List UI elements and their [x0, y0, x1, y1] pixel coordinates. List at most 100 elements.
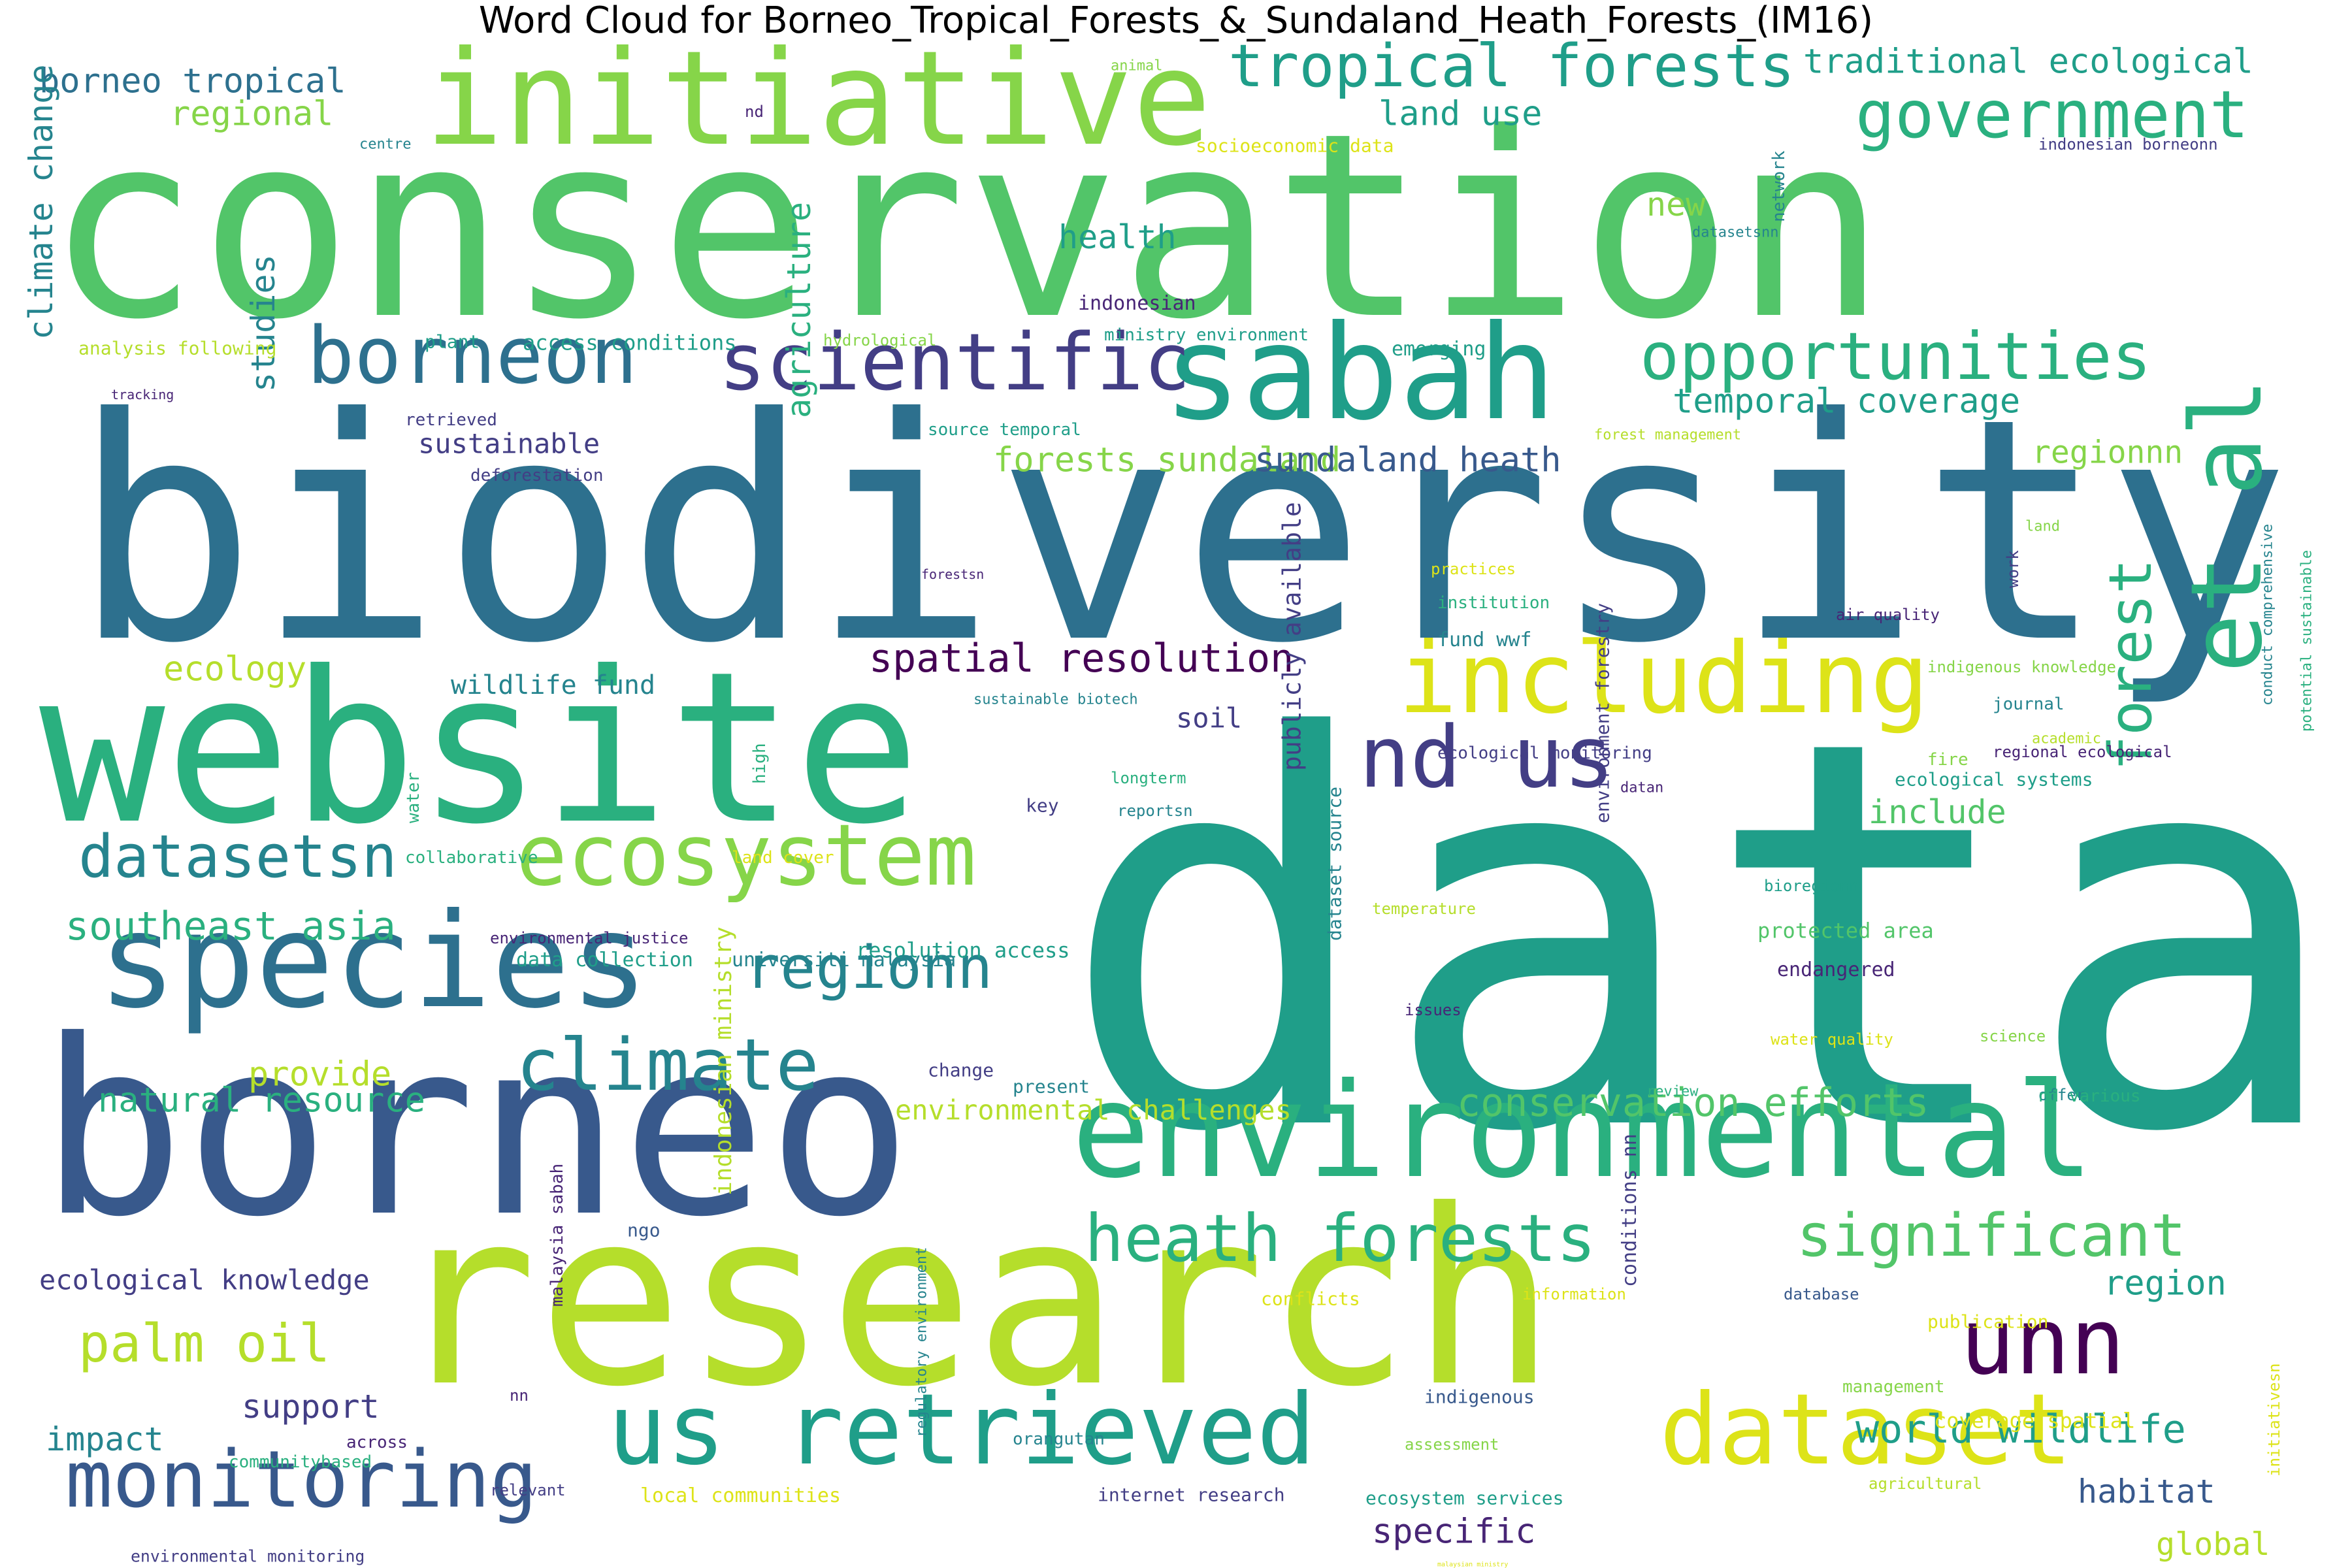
word-nn: nn: [510, 1386, 529, 1405]
word-include: include: [1869, 793, 2006, 831]
word-climate-change: climate change: [22, 65, 60, 340]
word-indonesian: indonesian: [1078, 292, 1196, 315]
word-wildlife-fund: wildlife fund: [451, 670, 655, 700]
word-management: management: [1842, 1377, 1945, 1397]
word-high: high: [750, 743, 770, 784]
word-network: network: [1769, 150, 1789, 222]
word-longterm: longterm: [1111, 769, 1186, 787]
word-natural-resource: natural resource: [98, 1081, 425, 1120]
word-habitat: habitat: [2078, 1473, 2215, 1511]
word-research: research: [392, 1159, 1556, 1440]
word-new: new: [1646, 186, 1706, 223]
word-journal: journal: [1993, 694, 2065, 714]
word-ecological-knowledge: ecological knowledge: [39, 1264, 370, 1296]
word-nd: nd: [745, 103, 764, 121]
word-indonesian-ministry: indonesian ministry: [710, 926, 737, 1196]
word-water: water: [404, 772, 423, 823]
word-across: across: [346, 1433, 408, 1452]
word-borneo: borneo: [39, 989, 913, 1270]
word-heath-forests: heath forests: [1085, 1200, 1596, 1277]
word-opportunities: opportunities: [1640, 318, 2151, 395]
word-regionn: regionn: [745, 934, 992, 1002]
word-data: data: [1058, 627, 2345, 1249]
word-environmental-monitoring: environmental monitoring: [131, 1547, 365, 1566]
word-health: health: [1058, 218, 1177, 256]
word-scientific: scientific: [719, 318, 1190, 408]
word-world-wildlife: world wildlife: [1855, 1407, 2186, 1452]
word-conduct-comprehensive: conduct comprehensive: [2260, 524, 2276, 706]
word-sundaland-heath: sundaland heath: [1254, 441, 1561, 480]
word-ecological-systems: ecological systems: [1895, 768, 2093, 790]
word-agriculture: agriculture: [780, 202, 818, 418]
word-bioregionn: bioregionn: [1764, 877, 1859, 895]
word-regionnn: regionnn: [2032, 434, 2183, 470]
word-publication: publication: [1927, 1311, 2048, 1332]
word-nd-various: nd various: [2038, 1086, 2141, 1106]
word-fire: fire: [1927, 750, 1968, 770]
word-borneon: borneon: [307, 311, 638, 402]
word-species: species: [98, 885, 649, 1037]
word-database: database: [1784, 1285, 1859, 1303]
word-biodiversity: biodiversity: [72, 353, 2291, 710]
word-communitybased: communitybased: [229, 1452, 372, 1472]
word-agricultural: agricultural: [1869, 1475, 1982, 1493]
word-dataset-source: dataset source: [1324, 787, 1345, 941]
word-hydrological: hydrological: [823, 331, 936, 350]
word-endangered: endangered: [1777, 958, 1895, 981]
word-tropical-forests: tropical forests: [1228, 32, 1795, 101]
word-unn: unn: [1960, 1289, 2125, 1396]
word-resolution-access: resolution access: [856, 938, 1070, 963]
word-forest-management: forest management: [1594, 427, 1741, 444]
word-science: science: [1980, 1027, 2046, 1045]
figure-title: Word Cloud for Borneo_Tropical_Forests_&…: [478, 0, 1874, 42]
word-ecosystem: ecosystem: [516, 806, 976, 905]
word-forestsn: forestsn: [921, 566, 984, 582]
word-practices: practices: [1431, 560, 1516, 578]
word-studies: studies: [244, 254, 282, 392]
word-conservation-efforts: conservation efforts: [1457, 1080, 1929, 1126]
word-analysis-following: analysis following: [78, 337, 276, 359]
word-assessment: assessment: [1405, 1435, 1499, 1454]
word-coverage-spatial: coverage spatial: [1934, 1409, 2135, 1433]
word-provide: provide: [248, 1055, 391, 1094]
word-land: land: [2025, 519, 2060, 535]
word-local-communities: local communities: [640, 1484, 841, 1507]
word-emerging: emerging: [1392, 338, 1486, 361]
word-land-use: land use: [1379, 95, 1542, 134]
word-present: present: [1013, 1075, 1090, 1097]
word-collaborative: collaborative: [405, 848, 538, 868]
word-environmental: environmental: [1071, 1055, 2094, 1207]
word-potential-sustainable: potential sustainable: [2299, 550, 2315, 732]
word-animal: animal: [1111, 58, 1162, 74]
word-nd-us: nd us: [1359, 708, 1614, 807]
word-southeast-asia: southeast asia: [65, 904, 396, 949]
word-dataset: dataset: [1659, 1373, 2072, 1487]
word-data-collection: data collection: [516, 949, 693, 972]
word-traditional-ecological: traditional ecological: [1803, 42, 2253, 82]
word-ecology: ecology: [163, 650, 306, 689]
word-socioeconomic-data: socioeconomic data: [1196, 135, 1394, 156]
word-conditions-nn: conditions nn: [1618, 1134, 1641, 1287]
word-website: website: [39, 627, 921, 870]
word-initiativesn: initiativesn: [2265, 1364, 2283, 1477]
word-ecosystem-services: ecosystem services: [1365, 1487, 1563, 1509]
word-water-quality: water quality: [1771, 1030, 1893, 1049]
word-internet-research: internet research: [1098, 1484, 1285, 1505]
word-regional: regional: [170, 95, 333, 134]
word-issues: issues: [1405, 1001, 1462, 1019]
word-regulatory-environment: regulatory environment: [914, 1247, 930, 1437]
word-academic: academic: [2032, 731, 2101, 747]
word-datasetsn: datasetsn: [78, 823, 397, 891]
word-significant: significant: [1797, 1201, 2186, 1270]
word-relevant: relevant: [490, 1481, 566, 1499]
word-environmental-challenges: environmental challenges: [895, 1094, 1292, 1126]
word-protected-area: protected area: [1757, 919, 1934, 943]
word-et-al: et al: [2170, 378, 2284, 673]
word-soil: soil: [1176, 702, 1242, 734]
word-datasetsnn: datasetsnn: [1692, 225, 1778, 241]
word-fund-wwf: fund wwf: [1437, 629, 1532, 651]
word-offer: offer: [2038, 1086, 2085, 1104]
word-retrieved: retrieved: [405, 410, 497, 430]
word-temperature: temperature: [1372, 900, 1476, 918]
word-government: government: [1855, 76, 2249, 153]
